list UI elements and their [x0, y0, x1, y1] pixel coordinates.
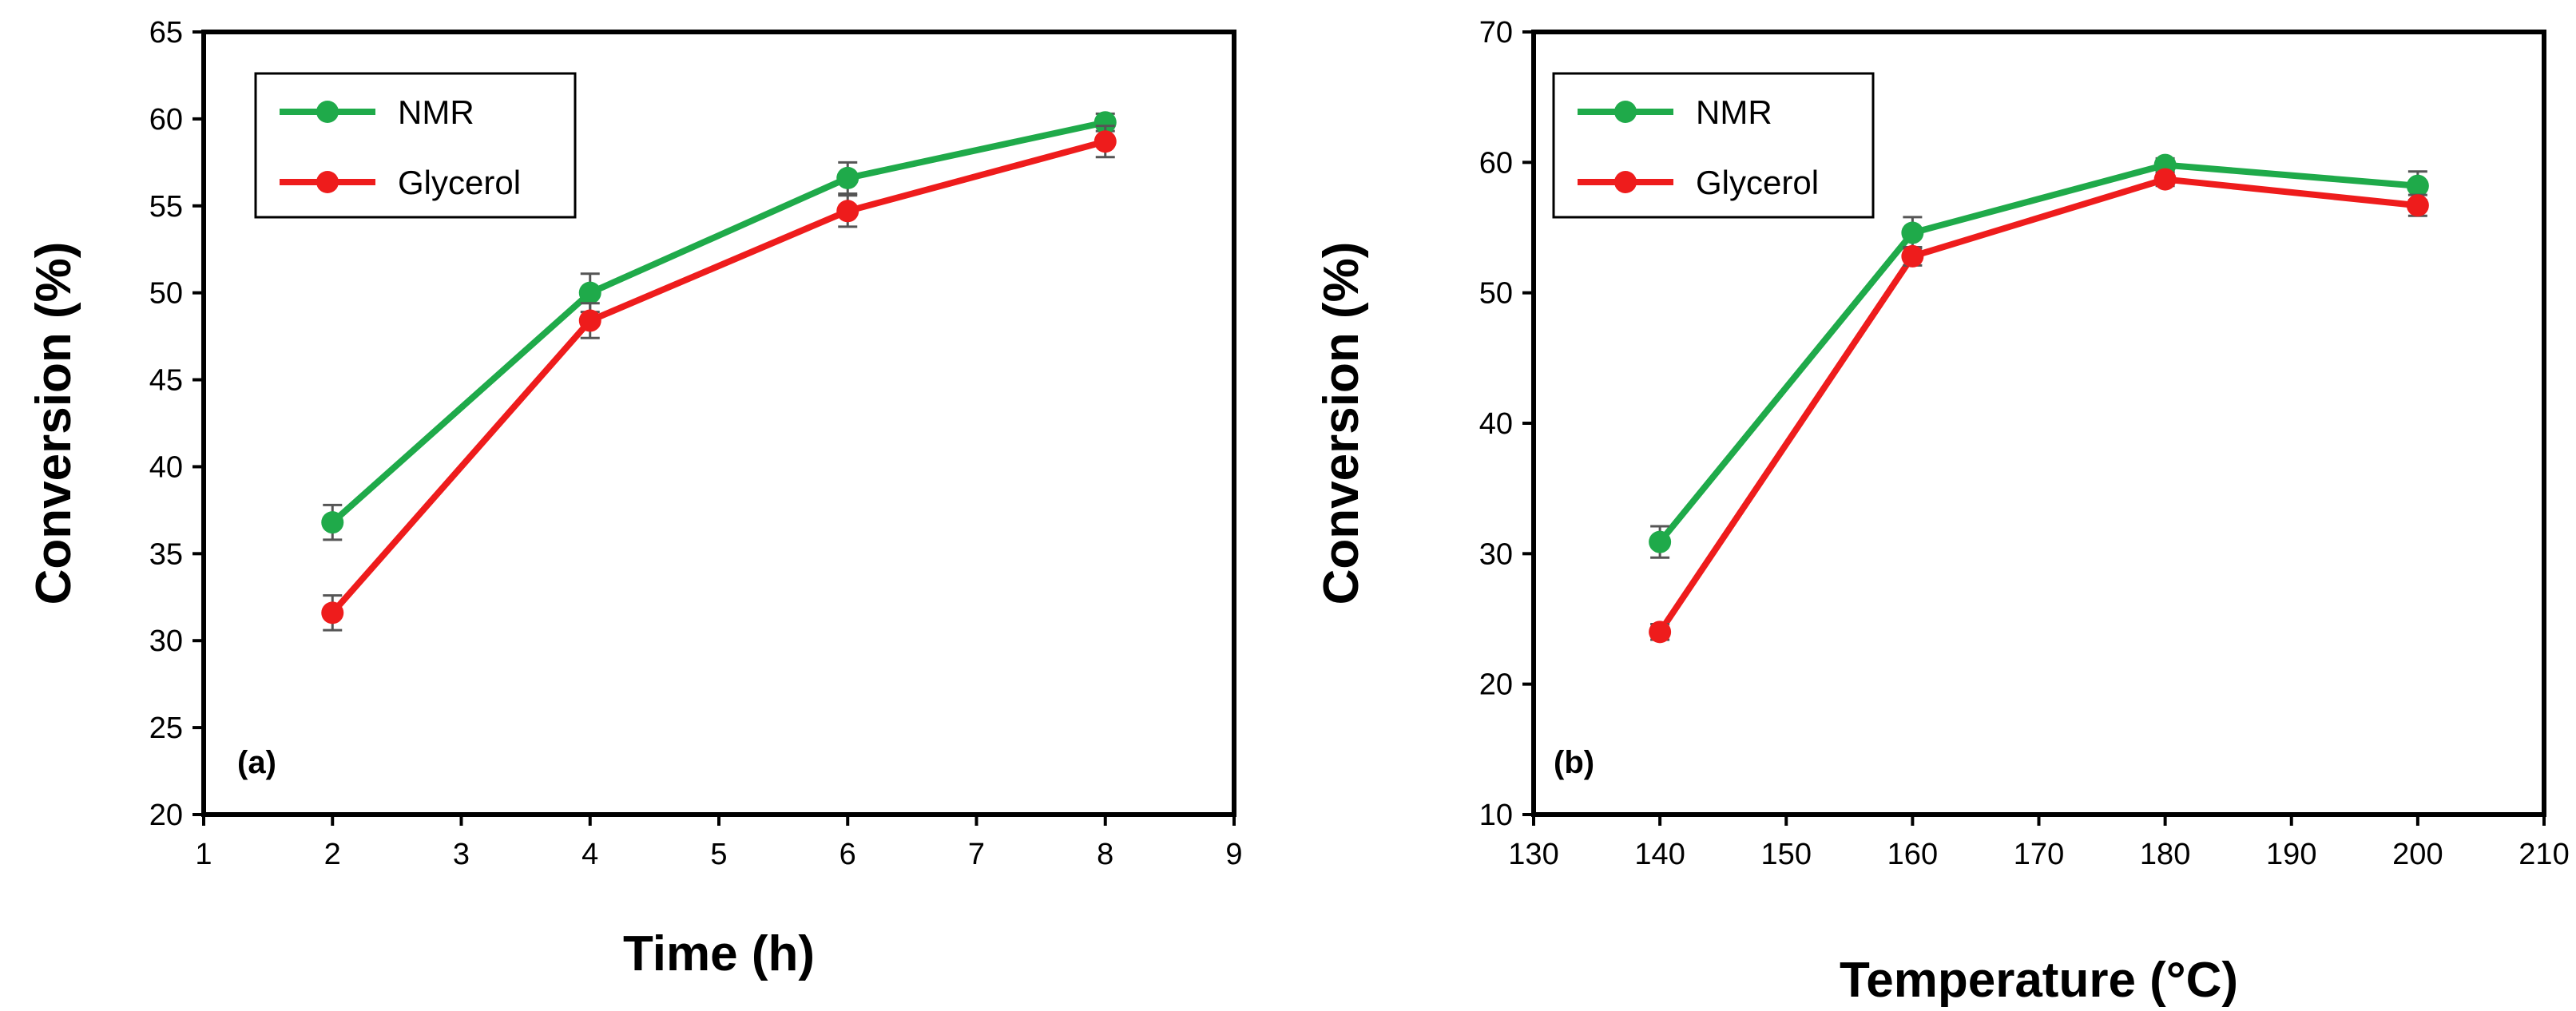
- series-line: [1657, 176, 2419, 634]
- y-tick-label: 20: [1479, 668, 1513, 702]
- data-point: [321, 511, 344, 534]
- legend-box: [254, 72, 577, 219]
- series-glycerol: [321, 125, 1117, 632]
- x-tick-label: 190: [2266, 838, 2316, 871]
- x-tick-label: 160: [1887, 838, 1938, 871]
- data-point: [1649, 620, 1672, 644]
- panel-label: (a): [237, 745, 276, 780]
- legend: NMR Glycerol: [1552, 72, 1875, 219]
- data-point: [2406, 174, 2429, 197]
- legend-swatch-marker: [1614, 101, 1637, 123]
- y-tick-label: 35: [149, 537, 183, 571]
- legend-swatch-marker: [316, 171, 339, 193]
- x-tick-label: 6: [839, 838, 856, 871]
- legend-entry-label: NMR: [1696, 93, 1772, 131]
- y-tick-label: 60: [1479, 146, 1513, 180]
- y-tick-label: 40: [149, 450, 183, 484]
- data-point: [1094, 130, 1117, 153]
- x-tick-label: 140: [1634, 838, 1685, 871]
- x-tick-label: 170: [2014, 838, 2064, 871]
- legend-entry-label: Glycerol: [398, 164, 521, 201]
- data-point: [836, 166, 859, 189]
- legend-swatch-marker: [316, 101, 339, 123]
- x-tick-label: 8: [1097, 838, 1113, 871]
- x-tick-label: 1: [195, 838, 212, 871]
- data-point: [1901, 244, 1924, 268]
- x-tick-label: 4: [581, 838, 598, 871]
- series-nmr: [321, 111, 1117, 541]
- legend: NMR Glycerol: [254, 72, 577, 219]
- y-tick-label: 50: [1479, 277, 1513, 311]
- x-tick-label: 180: [2140, 838, 2190, 871]
- x-tick-label: 150: [1761, 838, 1812, 871]
- x-tick-label: 3: [453, 838, 470, 871]
- y-tick-label: 20: [149, 799, 183, 832]
- data-point: [1901, 221, 1924, 244]
- y-axis-label: Conversion (%): [1314, 242, 1369, 605]
- y-tick-label: 40: [1479, 407, 1513, 441]
- y-tick-label: 65: [149, 16, 183, 50]
- x-tick-label: 210: [2518, 838, 2569, 871]
- panel-label: (b): [1554, 745, 1594, 780]
- y-tick-label: 45: [149, 364, 183, 398]
- legend-box: [1552, 72, 1875, 219]
- y-tick-label: 55: [149, 190, 183, 224]
- legend-entry-label: NMR: [398, 93, 474, 131]
- series-glycerol: [1649, 168, 2429, 644]
- y-tick-label: 30: [1479, 537, 1513, 571]
- y-tick-label: 25: [149, 712, 183, 745]
- x-axis-label: Time (h): [623, 926, 815, 981]
- x-axis-label: Temperature (°C): [1840, 953, 2238, 1008]
- data-point: [2153, 168, 2177, 191]
- legend-swatch-marker: [1614, 171, 1637, 193]
- x-tick-label: 7: [968, 838, 985, 871]
- data-point: [578, 281, 601, 304]
- x-tick-label: 130: [1508, 838, 1558, 871]
- data-point: [1649, 530, 1672, 553]
- series-line: [1657, 161, 2419, 545]
- series-line: [330, 138, 1106, 616]
- y-tick-label: 30: [149, 624, 183, 658]
- y-tick-label: 70: [1479, 16, 1513, 50]
- series-line: [330, 119, 1106, 525]
- y-tick-label: 50: [149, 277, 183, 311]
- y-axis-label: Conversion (%): [26, 242, 81, 605]
- x-tick-label: 9: [1225, 838, 1242, 871]
- chart-panel-b: 10 20 30 40 50 60 70 130 140 150 160 170 180 190 200 21…: [1314, 16, 2570, 1008]
- x-tick-label: 5: [710, 838, 727, 871]
- data-point: [2406, 194, 2429, 217]
- series-nmr: [1649, 153, 2429, 559]
- data-point: [1094, 111, 1117, 134]
- legend-entry-label: Glycerol: [1696, 164, 1819, 201]
- x-tick-label: 200: [2392, 838, 2443, 871]
- data-point: [578, 309, 601, 332]
- data-point: [836, 200, 859, 223]
- y-tick-label: 10: [1479, 799, 1513, 832]
- data-point: [321, 601, 344, 624]
- x-tick-label: 2: [324, 838, 341, 871]
- y-tick-label: 60: [149, 103, 183, 137]
